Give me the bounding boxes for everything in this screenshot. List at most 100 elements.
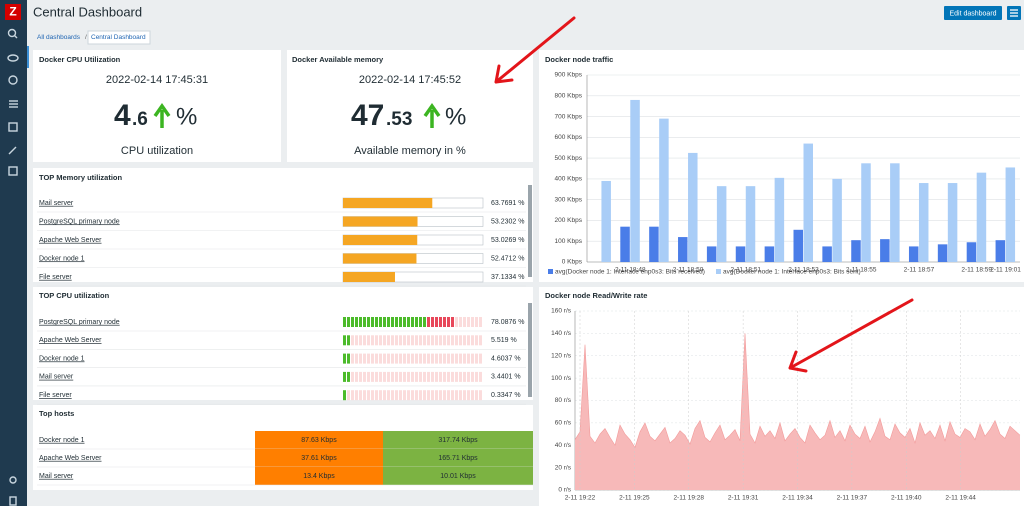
item-time: 2022-02-14 17:45:31 <box>106 74 208 86</box>
bar-segment <box>375 390 378 401</box>
bar-segment <box>463 317 466 327</box>
widget-title: Docker node Read/Write rate <box>545 291 647 300</box>
bar-segment <box>435 371 438 382</box>
dynamic-content: Mail server 63.7691 % PostgreSQL primary n… <box>37 72 1021 502</box>
scrollbar[interactable] <box>528 185 532 277</box>
menu-icon <box>1010 9 1018 17</box>
host-name[interactable]: PostgreSQL primary node <box>39 218 120 225</box>
legend-label: avg(Docker node 1: Interface enp0s3: Bit… <box>555 269 705 276</box>
scrollbar[interactable] <box>528 303 532 397</box>
y-tick-label: 400 Kbps <box>555 176 583 183</box>
bar-segment <box>415 353 418 364</box>
bar-segment <box>455 371 458 382</box>
bar-segment <box>351 390 354 401</box>
host-name[interactable]: Docker node 1 <box>39 437 85 444</box>
legend-swatch <box>548 269 553 274</box>
bar-segment <box>403 390 406 401</box>
x-tick-label: 2-11 19:34 <box>782 495 813 502</box>
edit-button-label[interactable]: Edit dashboard <box>949 10 996 17</box>
widget-title: Docker CPU Utilization <box>39 55 121 64</box>
bar-segment <box>467 371 470 382</box>
host-name[interactable]: Apache Web Server <box>39 337 102 344</box>
bar-segment <box>439 371 442 382</box>
config-icon[interactable] <box>8 146 17 155</box>
host-name[interactable]: Docker node 1 <box>39 255 85 262</box>
bar-segment <box>419 317 422 327</box>
value-label: 78.0876 % <box>491 319 524 326</box>
bar-segment <box>395 335 398 346</box>
bar-segment <box>435 317 438 327</box>
bar-segment <box>475 335 478 346</box>
value-label: 53.2302 % <box>491 218 524 225</box>
host-name[interactable]: PostgreSQL primary node <box>39 319 120 326</box>
logo-box[interactable] <box>5 4 21 20</box>
bar-segment <box>423 335 426 346</box>
bar-segment <box>347 390 350 401</box>
bar-segment <box>407 390 410 401</box>
bar-segment <box>471 353 474 364</box>
widget-title: TOP Memory utilization <box>39 173 122 182</box>
host-name[interactable]: File server <box>39 392 72 399</box>
host-name[interactable]: Apache Web Server <box>39 237 102 244</box>
bar-segment <box>459 317 462 327</box>
bar-segment <box>451 390 454 401</box>
y-tick-label: 160 r/s <box>551 308 572 315</box>
bar-segment <box>371 317 374 327</box>
host-name[interactable]: Mail server <box>39 374 74 381</box>
bar-segment <box>451 353 454 364</box>
bar-segment <box>451 317 454 327</box>
breadcrumb-link[interactable]: All dashboards <box>37 34 81 41</box>
bar-segment <box>391 335 394 346</box>
bar-segment <box>467 317 470 327</box>
services-icon[interactable] <box>8 75 18 85</box>
y-tick-label: 140 r/s <box>551 330 572 337</box>
monitoring-icon[interactable] <box>7 54 19 62</box>
host-name[interactable]: Apache Web Server <box>39 455 102 462</box>
bar <box>803 143 813 262</box>
bar <box>343 216 418 227</box>
bar-segment <box>427 335 430 346</box>
trend-arrow-up <box>153 102 171 128</box>
bar-segment <box>351 371 354 382</box>
bar-segment <box>395 371 398 382</box>
breadcrumb-current-box <box>87 30 151 45</box>
y-tick-label: 40 r/s <box>555 442 572 449</box>
bar-segment <box>479 335 482 346</box>
bar-segment <box>343 317 346 327</box>
bar-segment <box>367 335 370 346</box>
cell-value: 13.4 Kbps <box>303 473 335 480</box>
logo[interactable]: Z <box>9 5 16 19</box>
bar <box>832 178 842 262</box>
bar <box>851 240 861 262</box>
admin-icon[interactable] <box>8 166 18 176</box>
bar <box>822 246 832 262</box>
bar-segment <box>363 317 366 327</box>
search-icon[interactable] <box>7 28 17 38</box>
host-name[interactable]: Mail server <box>39 473 74 480</box>
x-tick-label: 2-11 18:57 <box>904 267 935 274</box>
bar-segment <box>367 390 370 401</box>
bar <box>918 183 929 262</box>
annotation-arrows <box>494 16 914 373</box>
host-name[interactable]: Docker node 1 <box>39 355 85 362</box>
support-icon[interactable] <box>9 476 17 484</box>
bar-segment <box>359 353 362 364</box>
bar-segment <box>419 335 422 346</box>
item-description: Available memory in % <box>354 145 466 157</box>
bar-segment <box>383 335 386 346</box>
host-name[interactable]: File server <box>39 274 72 281</box>
breadcrumb-current[interactable]: Central Dashboard <box>91 34 146 41</box>
bar-segment <box>379 335 382 346</box>
y-tick-label: 500 Kbps <box>555 155 583 162</box>
bar <box>343 235 418 245</box>
reports-icon[interactable] <box>8 122 18 132</box>
host-name[interactable]: Mail server <box>39 200 74 207</box>
bar-segment <box>475 353 478 364</box>
bar-segment <box>475 317 478 327</box>
bar-segment <box>411 335 414 346</box>
x-tick-label: 2-11 18:50 <box>673 267 704 274</box>
edit-button[interactable] <box>944 6 1002 20</box>
bar-segment <box>447 390 450 401</box>
share-icon[interactable] <box>9 496 17 506</box>
bar-segment <box>403 317 406 327</box>
